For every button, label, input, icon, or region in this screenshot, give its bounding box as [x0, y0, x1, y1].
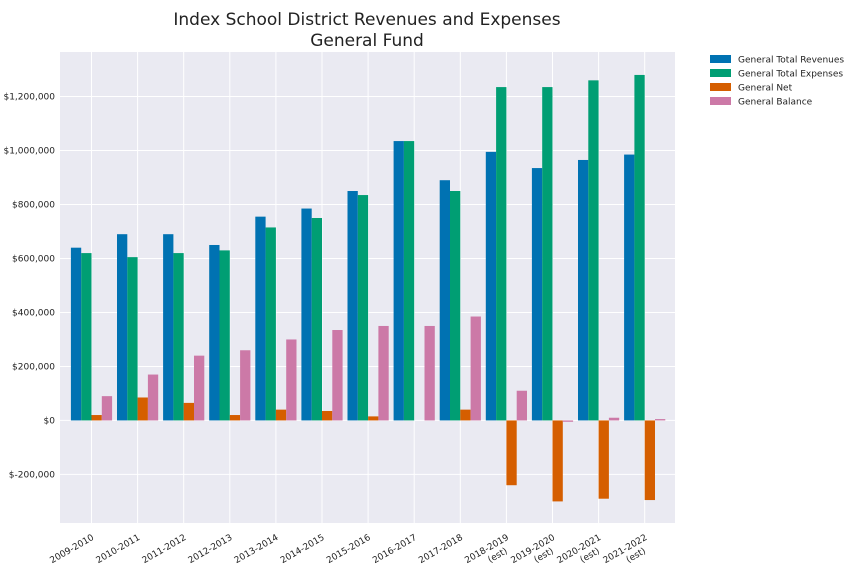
bar — [229, 415, 241, 421]
bar — [552, 420, 563, 502]
bar — [634, 74, 645, 421]
x-tick-label: 2019-2020(est) — [510, 533, 563, 576]
bar — [496, 87, 507, 421]
bar — [240, 350, 251, 421]
y-tick-label: $400,000 — [12, 308, 55, 318]
y-tick-label: $-200,000 — [9, 470, 55, 480]
x-tick-label: 2015-2016 — [325, 533, 373, 566]
legend-label: General Total Revenues — [738, 56, 844, 66]
chart-subtitle: General Fund — [310, 31, 424, 51]
bar — [183, 402, 194, 421]
bar — [219, 250, 230, 421]
y-tick-label: $0 — [44, 416, 56, 426]
y-tick-label: $800,000 — [12, 201, 55, 211]
legend-label: General Balance — [738, 98, 813, 108]
y-tick-label: $1,000,000 — [3, 147, 55, 157]
y-tick-label: $600,000 — [12, 254, 55, 264]
x-tick-label: 2013-2014 — [233, 533, 281, 566]
y-axis-ticks: $-200,000 $0 $200,000 $400,000 $600,000 $800,… — [3, 93, 55, 481]
bar — [578, 159, 589, 421]
bar — [460, 409, 471, 421]
x-tick-label: 2018-2019(est) — [463, 533, 516, 576]
x-tick-label: 2012-2013 — [187, 533, 234, 566]
x-tick-label: 2014-2015 — [279, 533, 326, 566]
bar — [378, 325, 389, 421]
bar — [311, 217, 322, 421]
x-axis-ticks: 2009-20102010-20112011-20122012-20132013… — [49, 533, 655, 576]
x-tick-label: 2020-2021(est) — [556, 533, 609, 576]
bar — [275, 409, 287, 421]
bar — [255, 216, 266, 421]
x-tick-label: 2017-2018 — [417, 533, 465, 566]
legend-swatch — [710, 97, 731, 105]
x-tick-label: 2021-2022(est) — [602, 533, 655, 576]
bar — [137, 397, 148, 421]
bar — [393, 141, 404, 421]
bar — [655, 419, 666, 421]
bar — [147, 374, 159, 421]
bar — [424, 325, 435, 421]
x-tick-label: 2009-2010 — [49, 533, 97, 566]
x-tick-label: 2011-2012 — [141, 533, 188, 566]
bar — [368, 416, 379, 421]
legend-swatch — [710, 69, 731, 77]
bar — [644, 420, 655, 501]
legend-swatch — [710, 55, 731, 63]
bar — [608, 417, 620, 421]
bar — [163, 234, 174, 421]
bar — [403, 141, 415, 421]
legend: General Total Revenues General Total Expe… — [710, 55, 844, 108]
bar — [101, 396, 113, 421]
bar — [332, 330, 343, 421]
chart-title: Index School District Revenues and Expen… — [173, 10, 560, 30]
bar — [357, 195, 369, 421]
bar — [439, 180, 450, 421]
bar — [81, 253, 92, 421]
bar — [531, 168, 543, 421]
legend-label: General Net — [738, 84, 793, 94]
bar — [173, 253, 184, 421]
bar — [516, 390, 527, 421]
bar — [70, 247, 82, 421]
bar — [286, 339, 297, 421]
bar — [506, 420, 517, 486]
bar — [470, 316, 481, 421]
bar — [598, 420, 609, 499]
bar — [301, 208, 312, 421]
bar — [624, 154, 635, 421]
bar — [209, 244, 220, 421]
bar — [127, 257, 138, 421]
x-tick-label: 2010-2011 — [95, 533, 142, 566]
bar — [91, 415, 102, 421]
bar — [117, 234, 128, 421]
legend-swatch — [710, 83, 731, 91]
bar — [588, 80, 599, 421]
bar — [562, 420, 574, 422]
bar — [450, 191, 461, 421]
bar — [322, 410, 333, 421]
bar — [265, 227, 276, 421]
bar — [194, 355, 205, 421]
y-tick-label: $200,000 — [12, 362, 55, 372]
y-tick-label: $1,200,000 — [3, 93, 55, 103]
bar — [485, 151, 497, 421]
x-tick-label: 2016-2017 — [371, 533, 418, 566]
bars — [70, 74, 666, 502]
bar — [347, 191, 358, 421]
legend-label: General Total Expenses — [738, 70, 843, 80]
bar — [542, 87, 553, 421]
